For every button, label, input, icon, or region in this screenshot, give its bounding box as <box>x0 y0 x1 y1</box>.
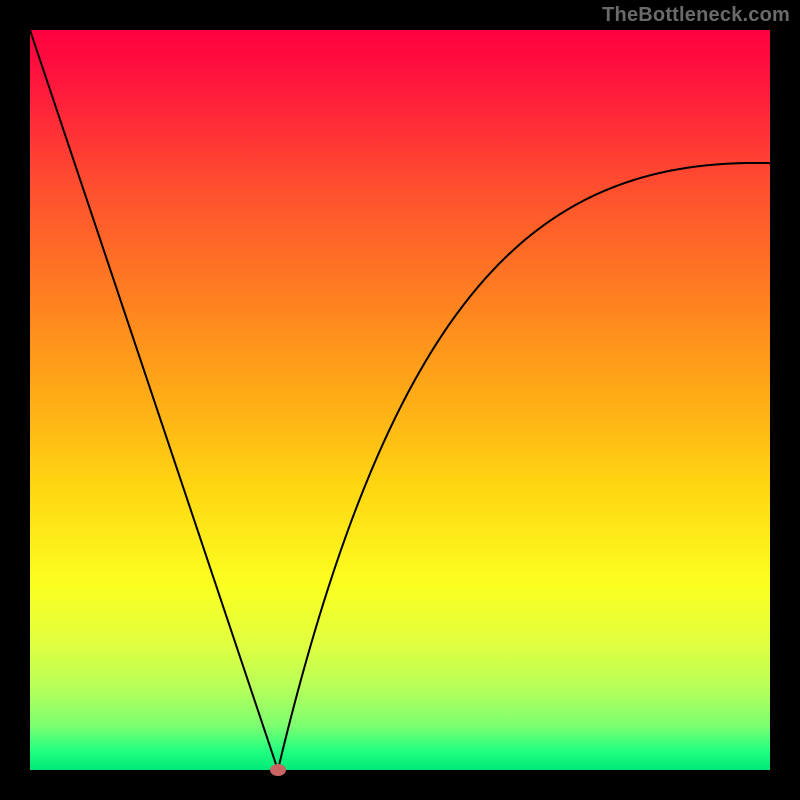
plot-area <box>30 30 770 770</box>
optimum-marker <box>270 764 286 776</box>
watermark: TheBottleneck.com <box>602 4 790 27</box>
bottleneck-curve <box>30 30 770 770</box>
curve-path <box>30 30 770 770</box>
